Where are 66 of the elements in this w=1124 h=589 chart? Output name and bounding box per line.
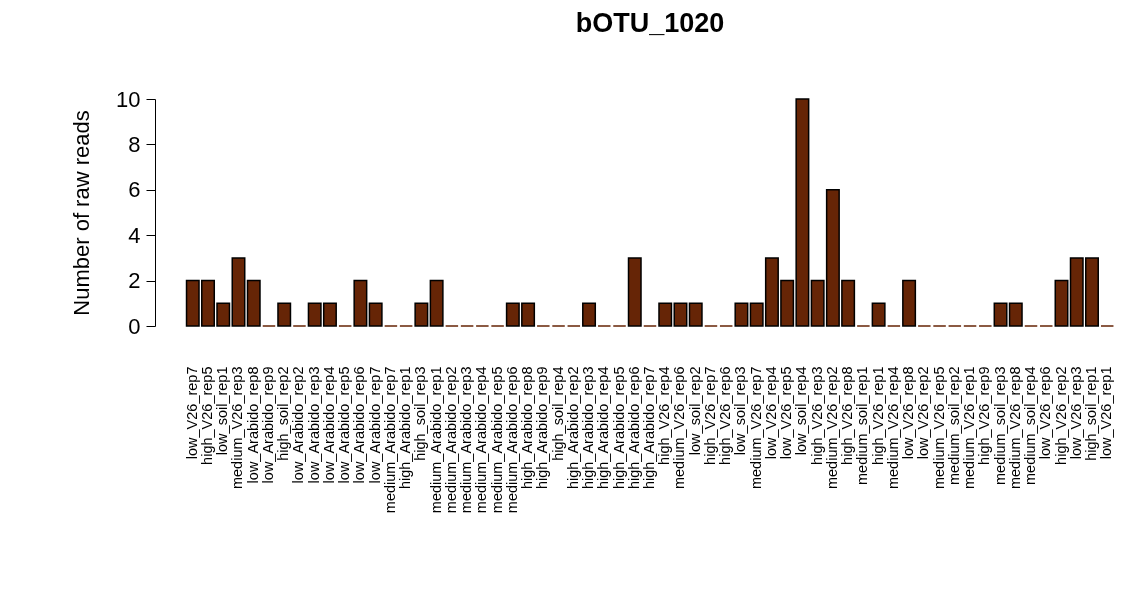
x-tick-label: high_Arabido_rep5: [610, 366, 627, 490]
y-axis-title: Number of raw reads: [69, 110, 95, 316]
x-tick-label: low_V26_rep2: [915, 366, 932, 460]
x-tick-label: medium_Arabido_rep4: [473, 366, 490, 514]
x-tick-label: medium_soil_rep1: [854, 366, 871, 485]
y-tick-label: 6: [128, 177, 141, 203]
x-tick-label: high_V26_rep4: [656, 366, 673, 465]
x-tick-label: high_V26_rep2: [1052, 366, 1069, 465]
x-tick-label: medium_Arabido_rep5: [488, 366, 505, 514]
x-tick-label: medium_V26_rep5: [930, 366, 947, 490]
x-tick-label: low_Arabido_rep6: [351, 366, 368, 484]
x-tick-label: high_Arabido_rep1: [397, 366, 414, 490]
x-tick-label: high_soil_rep4: [549, 366, 566, 461]
x-tick-label: medium_soil_rep3: [991, 366, 1008, 485]
bar: [688, 302, 703, 327]
x-tick-label: low_Arabido_rep3: [305, 366, 322, 484]
bar: [414, 302, 429, 327]
x-tick-label: low_Arabido_rep7: [366, 366, 383, 484]
x-tick-label: low_Arabido_rep8: [244, 366, 261, 484]
x-tick-label: medium_soil_rep4: [1022, 366, 1039, 485]
x-tick-label: low_soil_rep4: [793, 366, 810, 456]
x-tick-label: medium_V26_rep7: [747, 366, 764, 490]
x-tick-label: low_V26_rep6: [1037, 366, 1054, 460]
bar: [246, 279, 261, 327]
x-tick-label: high_Arabido_rep9: [534, 366, 551, 490]
y-tick-label: 2: [128, 268, 141, 294]
x-tick-label: high_Arabido_rep8: [519, 366, 536, 490]
x-tick-label: low_Arabido_rep5: [336, 366, 353, 484]
x-tick-label: medium_V26_rep3: [229, 366, 246, 490]
bar: [277, 302, 292, 327]
x-tick-label: low_V26_rep7: [183, 366, 200, 460]
x-tick-label: high_V26_rep3: [808, 366, 825, 465]
x-tick-label: low_V26_rep1: [1098, 366, 1115, 460]
x-tick-label: medium_V26_rep6: [671, 366, 688, 490]
x-tick-label: high_V26_rep6: [717, 366, 734, 465]
x-tick-label: high_Arabido_rep4: [595, 366, 612, 490]
chart-title: bOTU_1020: [575, 8, 725, 38]
bar: [353, 279, 368, 327]
x-tick-label: low_Arabido_rep2: [290, 366, 307, 484]
x-tick-label: medium_Arabido_rep1: [427, 366, 444, 514]
bar: [734, 302, 749, 327]
bar: [627, 257, 642, 327]
bar: [429, 279, 444, 327]
y-tick-label: 0: [128, 313, 141, 339]
x-tick-label: high_soil_rep3: [412, 366, 429, 461]
bar: [871, 302, 886, 327]
bar: [902, 279, 917, 327]
x-tick-label: low_V26_rep8: [900, 366, 917, 460]
x-tick-label: low_soil_rep3: [732, 366, 749, 456]
x-tick-label: high_V26_rep1: [869, 366, 886, 465]
bar: [582, 302, 597, 327]
x-tick-label: high_V26_rep8: [839, 366, 856, 465]
y-tick-label: 8: [128, 131, 141, 157]
y-tick-label: 4: [128, 222, 141, 248]
x-tick-label: medium_V26_rep1: [961, 366, 978, 490]
y-tick-label: 10: [116, 86, 141, 112]
x-tick-label: low_V26_rep5: [778, 366, 795, 460]
x-tick-label: medium_Arabido_rep3: [458, 366, 475, 514]
x-tick-label: low_soil_rep1: [214, 366, 231, 456]
x-tick-label: high_V26_rep5: [199, 366, 216, 465]
x-tick-label: high_Arabido_rep7: [641, 366, 657, 490]
bar: [368, 302, 383, 327]
x-tick-label: high_V26_rep9: [976, 366, 993, 465]
x-tick-label: low_soil_rep2: [686, 366, 703, 456]
x-tick-label: high_soil_rep2: [275, 366, 292, 461]
x-tick-label: high_Arabido_rep3: [580, 366, 597, 490]
